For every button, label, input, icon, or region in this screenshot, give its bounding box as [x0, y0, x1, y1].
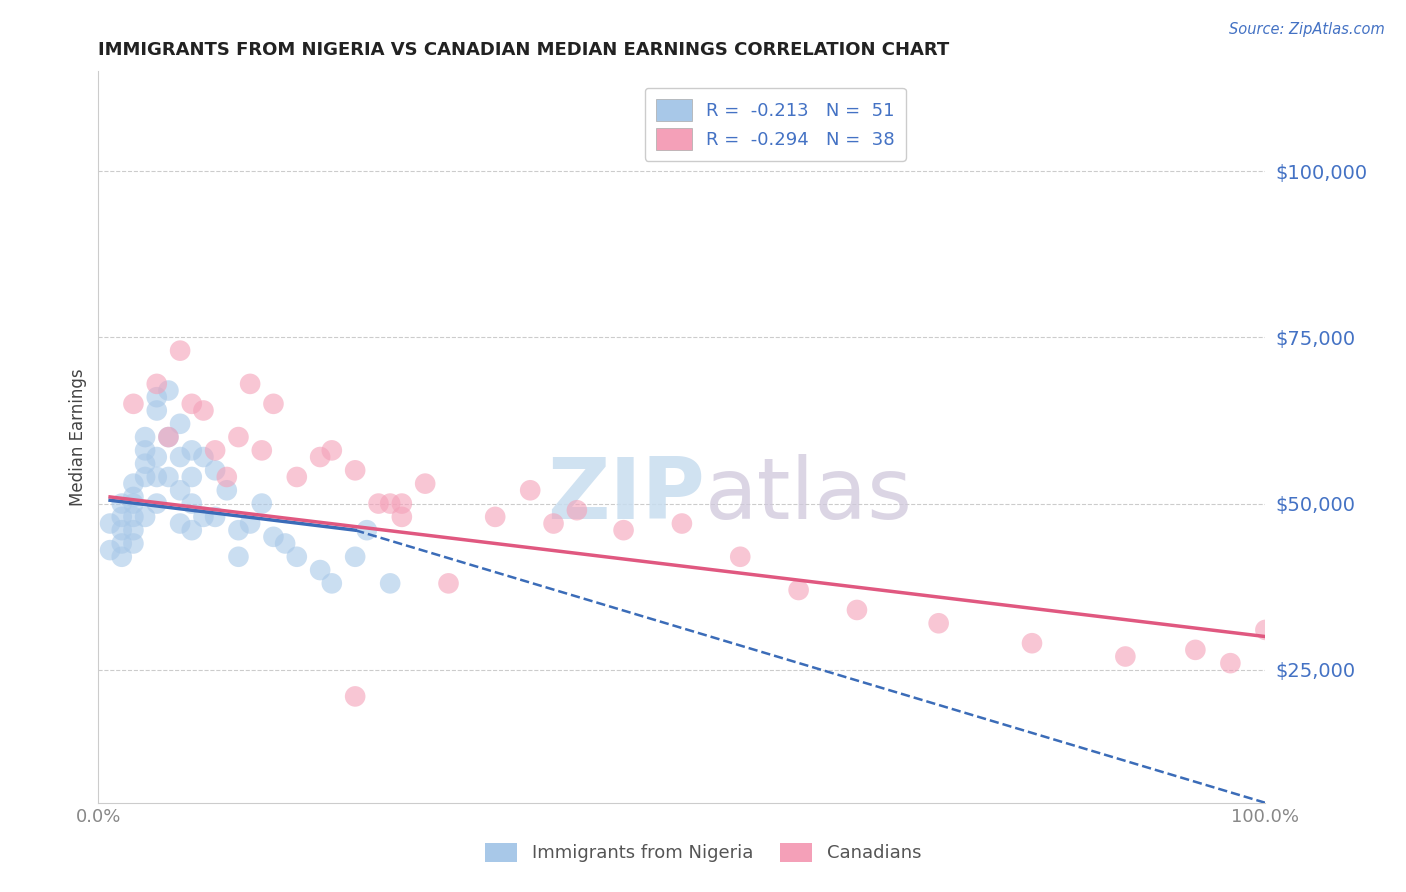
Point [122, 397, 145, 411]
Point [215, 470, 238, 484]
Point [1184, 643, 1206, 657]
Point [157, 430, 180, 444]
Point [285, 470, 308, 484]
Point [98, 543, 121, 558]
Point [309, 450, 332, 464]
Text: atlas: atlas [706, 454, 914, 537]
Point [1114, 649, 1136, 664]
Point [484, 509, 506, 524]
Point [169, 483, 191, 498]
Point [146, 376, 169, 391]
Point [111, 536, 134, 550]
Point [239, 516, 262, 531]
Point [344, 549, 367, 564]
Point [344, 690, 367, 704]
Point [146, 497, 169, 511]
Point [228, 549, 250, 564]
Point [1219, 656, 1241, 670]
Point [204, 509, 226, 524]
Point [180, 443, 202, 458]
Point [262, 397, 284, 411]
Y-axis label: Median Earnings: Median Earnings [69, 368, 87, 506]
Point [671, 516, 693, 531]
Legend: Immigrants from Nigeria, Canadians: Immigrants from Nigeria, Canadians [478, 836, 928, 870]
Point [157, 384, 180, 398]
Point [565, 503, 588, 517]
Point [146, 450, 169, 464]
Point [146, 403, 169, 417]
Point [169, 343, 191, 358]
Point [193, 509, 215, 524]
Point [413, 476, 436, 491]
Point [613, 523, 636, 537]
Point [1254, 623, 1277, 637]
Point [380, 497, 402, 511]
Point [122, 497, 145, 511]
Point [111, 497, 134, 511]
Point [239, 376, 262, 391]
Point [122, 490, 145, 504]
Point [787, 582, 810, 597]
Point [204, 463, 226, 477]
Point [321, 576, 343, 591]
Point [228, 430, 250, 444]
Text: IMMIGRANTS FROM NIGERIA VS CANADIAN MEDIAN EARNINGS CORRELATION CHART: IMMIGRANTS FROM NIGERIA VS CANADIAN MEDI… [98, 41, 949, 59]
Point [111, 549, 134, 564]
Point [122, 536, 145, 550]
Point [543, 516, 565, 531]
Point [391, 497, 413, 511]
Point [122, 523, 145, 537]
Point [391, 509, 413, 524]
Point [928, 616, 950, 631]
Point [146, 390, 169, 404]
Point [180, 523, 202, 537]
Point [380, 576, 402, 591]
Point [157, 430, 180, 444]
Point [146, 470, 169, 484]
Point [321, 443, 343, 458]
Point [193, 403, 215, 417]
Point [1021, 636, 1043, 650]
Point [215, 483, 238, 498]
Point [367, 497, 389, 511]
Point [250, 497, 273, 511]
Point [134, 509, 156, 524]
Point [204, 443, 226, 458]
Point [134, 430, 156, 444]
Point [180, 470, 202, 484]
Point [111, 523, 134, 537]
Point [134, 443, 156, 458]
Point [169, 417, 191, 431]
Point [180, 397, 202, 411]
Point [285, 549, 308, 564]
Point [122, 476, 145, 491]
Point [169, 516, 191, 531]
Text: ZIP: ZIP [547, 454, 706, 537]
Point [98, 516, 121, 531]
Point [344, 463, 367, 477]
Point [262, 530, 284, 544]
Point [134, 457, 156, 471]
Point [169, 450, 191, 464]
Point [111, 509, 134, 524]
Point [250, 443, 273, 458]
Point [309, 563, 332, 577]
Point [228, 523, 250, 537]
Point [180, 497, 202, 511]
Point [730, 549, 752, 564]
Point [134, 470, 156, 484]
Point [157, 470, 180, 484]
Text: Source: ZipAtlas.com: Source: ZipAtlas.com [1229, 22, 1385, 37]
Point [274, 536, 297, 550]
Point [846, 603, 869, 617]
Point [437, 576, 460, 591]
Point [356, 523, 378, 537]
Point [122, 509, 145, 524]
Legend: R =  -0.213   N =  51, R =  -0.294   N =  38: R = -0.213 N = 51, R = -0.294 N = 38 [645, 87, 905, 161]
Point [193, 450, 215, 464]
Point [519, 483, 541, 498]
